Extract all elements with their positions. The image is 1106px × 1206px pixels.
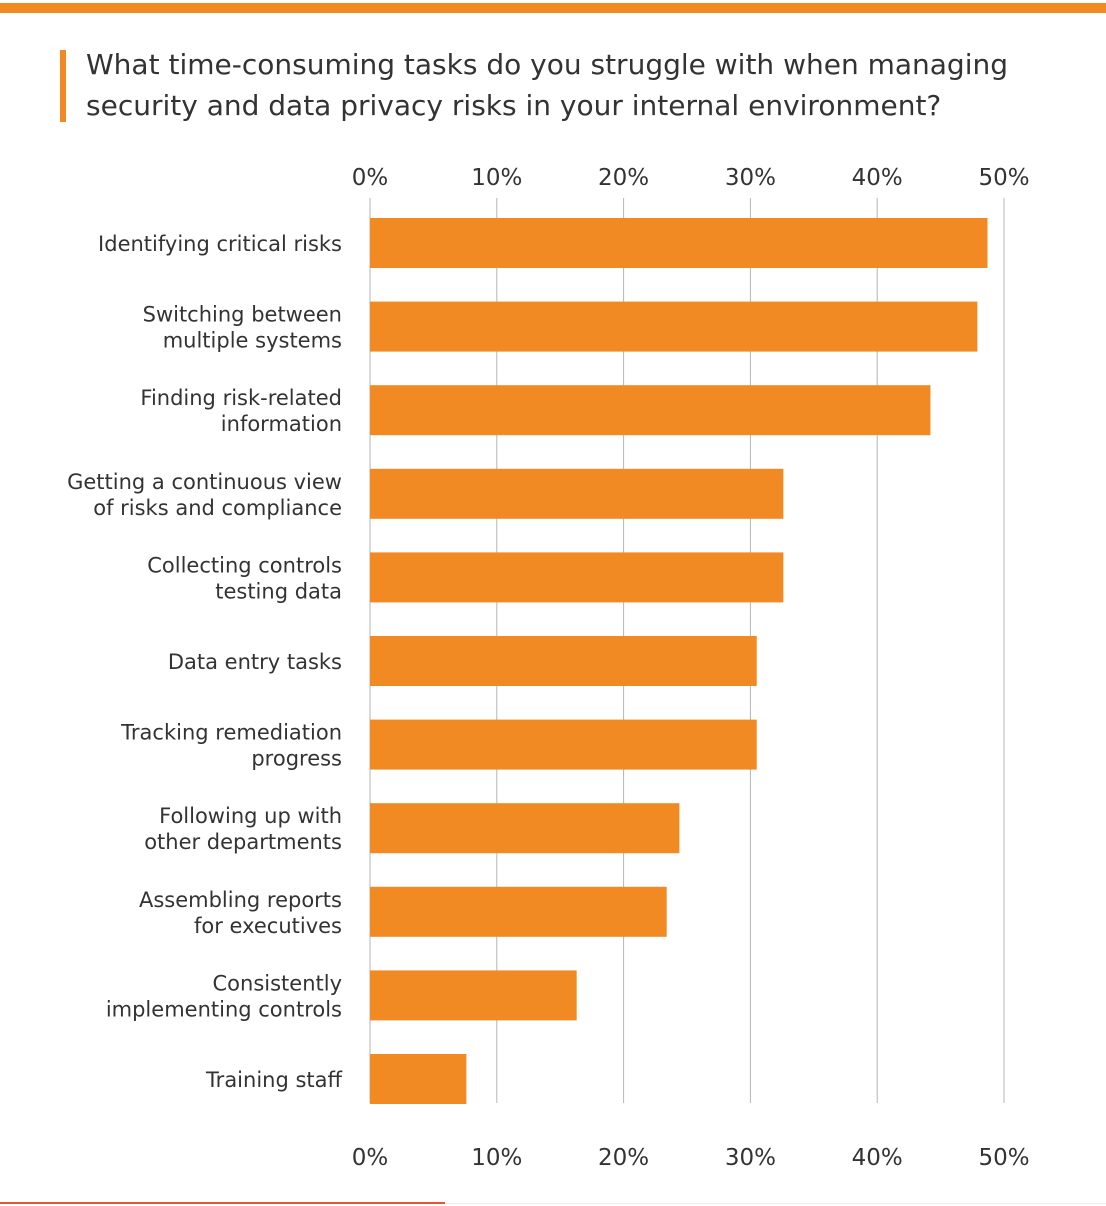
bottom-accent-rule: [0, 1202, 445, 1204]
category-label: Identifying critical risks: [98, 232, 342, 256]
category-label: progress: [251, 747, 342, 771]
category-label: Finding risk-related: [140, 386, 342, 410]
x-tick-label-bottom: 20%: [598, 1145, 649, 1171]
category-label: Assembling reports: [139, 888, 342, 912]
bar: [370, 803, 680, 854]
x-tick-label-top: 0%: [352, 165, 389, 191]
bar: [370, 385, 931, 436]
bar: [370, 1054, 467, 1104]
top-accent-bar: [0, 3, 1106, 13]
x-tick-label-top: 30%: [725, 165, 776, 191]
bar: [370, 218, 988, 268]
bar: [370, 301, 978, 352]
category-label: Tracking remediation: [120, 721, 342, 745]
bar: [370, 636, 757, 686]
x-tick-label-bottom: 40%: [852, 1145, 903, 1171]
category-label: multiple systems: [163, 329, 342, 353]
category-label: Collecting controls: [147, 553, 342, 577]
bar: [370, 970, 577, 1021]
bottom-divider: [445, 1203, 1106, 1204]
category-label: of risks and compliance: [93, 496, 342, 520]
category-label: information: [221, 412, 342, 436]
category-label: Getting a continuous view: [67, 470, 342, 494]
bar: [370, 468, 784, 519]
x-tick-label-bottom: 50%: [978, 1145, 1029, 1171]
bar: [370, 719, 757, 770]
title-accent-bar: [60, 50, 66, 122]
x-tick-label-top: 10%: [471, 165, 522, 191]
category-label: Training staff: [205, 1068, 343, 1092]
category-label: Following up with: [159, 804, 342, 828]
category-label: testing data: [215, 579, 342, 603]
category-label: other departments: [144, 830, 342, 854]
x-tick-label-top: 50%: [978, 165, 1029, 191]
x-tick-label-bottom: 0%: [352, 1145, 389, 1171]
bar: [370, 886, 667, 937]
chart-title: What time-consuming tasks do you struggl…: [86, 48, 1009, 122]
category-label: Switching between: [143, 303, 342, 327]
x-tick-label-bottom: 30%: [725, 1145, 776, 1171]
category-label: implementing controls: [106, 997, 342, 1021]
category-label: Consistently: [213, 971, 343, 995]
category-label: Data entry tasks: [168, 650, 342, 674]
x-tick-label-top: 20%: [598, 165, 649, 191]
category-label: for executives: [194, 914, 342, 938]
x-tick-label-bottom: 10%: [471, 1145, 522, 1171]
x-tick-label-top: 40%: [852, 165, 903, 191]
bar: [370, 552, 784, 603]
